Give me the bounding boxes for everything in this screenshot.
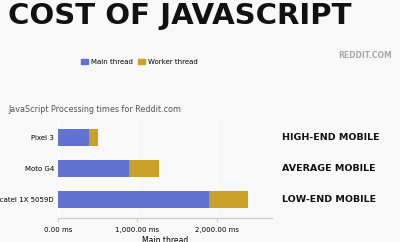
Bar [208,191,248,208]
Text: LOW-END MOBILE: LOW-END MOBILE [282,195,376,204]
Text: AVERAGE MOBILE: AVERAGE MOBILE [282,164,376,173]
Text: COST OF JAVASCRIPT: COST OF JAVASCRIPT [8,2,352,30]
Bar [58,160,129,177]
Bar [58,129,89,146]
Bar [58,191,208,208]
Bar [89,129,98,146]
X-axis label: Main thread: Main thread [142,236,188,242]
Text: JavaScript Processing times for Reddit.com: JavaScript Processing times for Reddit.c… [8,105,181,114]
Bar [129,160,159,177]
Text: REDDIT.COM: REDDIT.COM [338,51,392,60]
Legend: Main thread, Worker thread: Main thread, Worker thread [81,59,198,65]
Text: HIGH-END MOBILE: HIGH-END MOBILE [282,133,380,142]
